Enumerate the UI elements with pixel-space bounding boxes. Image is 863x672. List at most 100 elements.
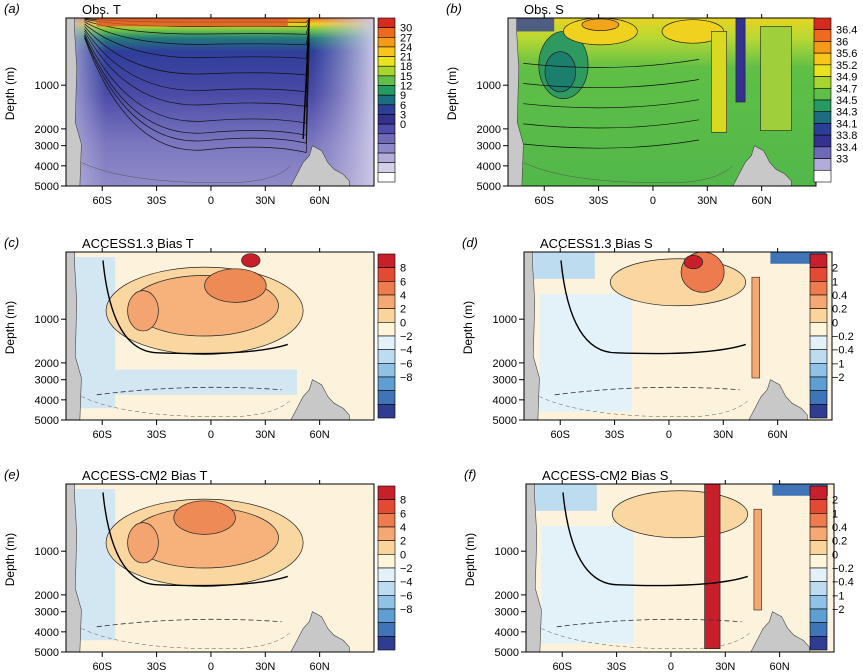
colorbar-label: −0.2 <box>832 331 854 343</box>
colorbar-label: 35.6 <box>836 48 857 60</box>
colorbar: 21 0.4 0.20 −0.2 −0.4−1 −2 <box>809 253 854 419</box>
colorbar-label: 2 <box>400 536 406 548</box>
basin-floor-contour <box>81 162 292 184</box>
colorbar-swatch <box>809 636 828 651</box>
y-tick-label: 3000 <box>35 141 59 153</box>
y-tick-label: 1000 <box>493 314 517 326</box>
y-tick-label: 2000 <box>35 590 59 602</box>
colorbar-label: −4 <box>400 345 413 357</box>
isotherm-contour <box>84 35 310 136</box>
plot-area <box>526 484 834 652</box>
colorbar-label: 0.4 <box>832 522 847 534</box>
colorbar-swatch <box>377 253 396 268</box>
mediterranean-outflow <box>710 31 727 133</box>
y-tick-label: 2000 <box>495 590 519 602</box>
colorbar-label: 1 <box>832 508 838 520</box>
colorbar-label: 34.5 <box>836 95 857 107</box>
y-tick-label: 4000 <box>35 627 59 639</box>
zero-contour <box>102 492 288 587</box>
thick-contour <box>302 18 311 139</box>
x-tick-label: 60N <box>310 429 330 441</box>
salty-bias-column <box>704 484 721 649</box>
isotherm-contour <box>84 21 310 46</box>
zero-contour <box>560 260 746 355</box>
y-tick-label: 3000 <box>493 375 517 387</box>
colorbar-label: −4 <box>400 577 413 589</box>
x-tick-label: 30N <box>715 661 735 672</box>
isotherm-contour <box>84 37 310 153</box>
colorbar-label: 24 <box>400 42 412 54</box>
y-tick-label: 4000 <box>495 627 519 639</box>
colorbar-swatch <box>377 595 396 610</box>
colorbar-label: 33.4 <box>836 142 857 154</box>
colorbar-swatch <box>813 52 832 66</box>
panel-label: (d) <box>462 235 478 250</box>
colorbar-swatch <box>377 349 396 364</box>
x-tick-label: 30N <box>255 429 275 441</box>
colorbar-label: 0 <box>832 317 838 329</box>
colorbar-swatch <box>809 390 828 405</box>
salty-bias-envelope <box>609 258 747 307</box>
x-tick-label: 30N <box>713 429 733 441</box>
plot-area <box>66 484 374 652</box>
arctic-fresh-bias <box>772 484 828 496</box>
chart-panel: (d) ACCESS1.3 Bias S 60S 30S 0 30N 60N 1000 2000… <box>461 235 854 441</box>
polar-cold-water <box>66 18 374 186</box>
x-tick-label: 30S <box>147 429 167 441</box>
colorbar-label: 4 <box>400 290 406 302</box>
y-tick-label: 2000 <box>477 124 501 136</box>
ridge-land <box>290 379 350 420</box>
colorbar-label: 0.2 <box>832 304 847 316</box>
colorbar-label: 8 <box>400 495 406 507</box>
colorbar-swatch <box>377 143 396 154</box>
colorbar-label: 1 <box>832 276 838 288</box>
isotherm-contour <box>84 23 310 59</box>
negative-contour <box>556 618 742 628</box>
panel-title: ACCESS1.3 Bias T <box>82 236 194 251</box>
colorbar-swatch <box>377 294 396 309</box>
basin-floor-contour <box>523 162 734 184</box>
x-tick-label: 60S <box>92 195 112 207</box>
colorbar-swatch <box>377 267 396 282</box>
colorbar-swatch <box>813 134 832 148</box>
colorbar-swatch <box>809 281 828 296</box>
colorbar: 36.43635.635.234.934.734.534.334.133.833… <box>813 17 857 183</box>
negative-contour <box>554 386 740 396</box>
y-axis-label: Depth (m) <box>463 533 477 586</box>
plot-frame <box>65 17 375 187</box>
basin-floor-contour <box>539 396 750 418</box>
panel-label: (b) <box>446 1 462 16</box>
colorbar-swatch <box>377 172 396 183</box>
plot-frame <box>523 251 833 421</box>
zero-contour <box>562 492 748 587</box>
colorbar-swatch <box>377 335 396 350</box>
panel-title: Obs. T <box>82 2 121 17</box>
x-tick-label: 30S <box>589 195 609 207</box>
colorbar-swatch <box>809 253 828 268</box>
x-tick-label: 30S <box>147 661 167 672</box>
y-tick-label: 4000 <box>35 395 59 407</box>
fresh-bias-surface <box>535 484 597 511</box>
colorbar-swatch <box>377 526 396 541</box>
salty-bias-north <box>751 276 760 379</box>
colorbar-swatch <box>377 36 396 48</box>
y-tick-label: 1000 <box>35 546 59 558</box>
colorbar-swatch <box>377 133 396 144</box>
colorbar-swatch <box>813 146 832 159</box>
plot-area <box>66 252 374 420</box>
x-tick-label: 30N <box>697 195 717 207</box>
y-tick-label: 1000 <box>35 80 59 92</box>
colorbar-label: −2 <box>400 563 413 575</box>
x-tick-label: 60N <box>310 661 330 672</box>
colorbar-swatch <box>377 499 396 514</box>
colorbar-swatch <box>377 554 396 569</box>
x-tick-label: 0 <box>208 661 214 672</box>
colorbar-label: 36 <box>836 36 848 48</box>
colorbar-label: 6 <box>400 508 406 520</box>
y-tick-label: 5000 <box>35 181 59 193</box>
panel-label: (a) <box>4 1 20 16</box>
colorbar-label: −1 <box>832 358 845 370</box>
colorbar-swatch <box>377 513 396 528</box>
basin-floor-contour <box>541 628 752 650</box>
